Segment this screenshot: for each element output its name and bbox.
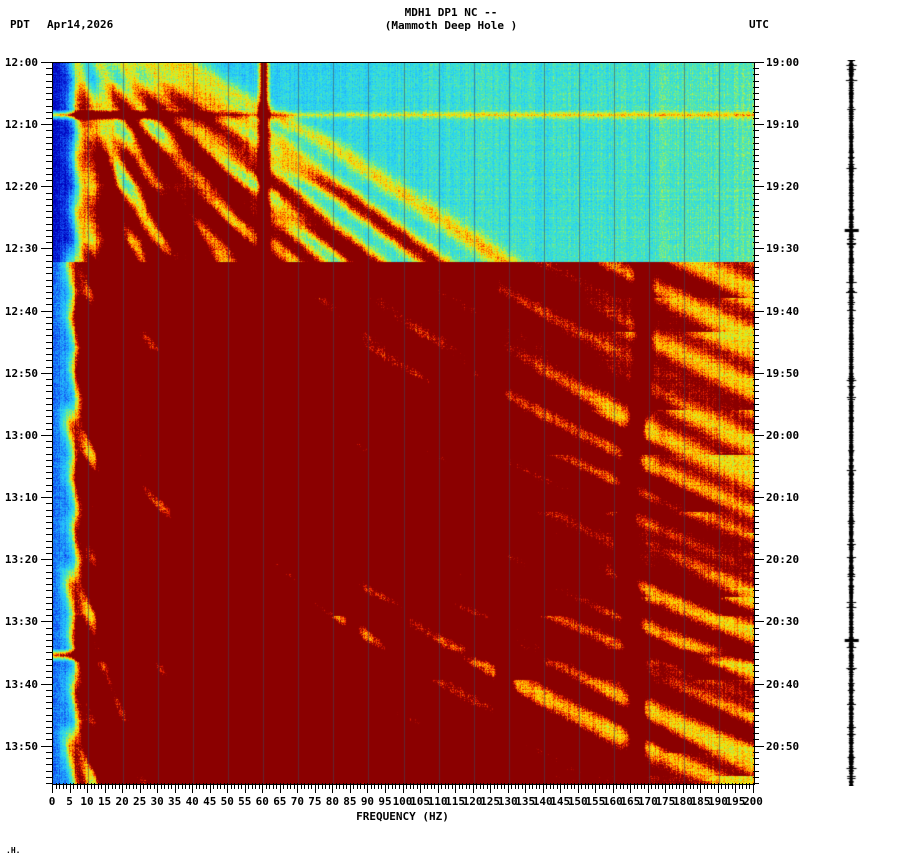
frequency-tick-label: 105 [410,795,430,808]
frequency-tick-label: 95 [378,795,392,808]
frequency-tick-label: 10 [80,795,94,808]
frequency-tick-label: 135 [515,795,536,808]
axis-tick [41,311,52,312]
frequency-tick-label: 110 [427,795,448,808]
time-tick-label-utc: 20:10 [766,491,800,504]
header-timezone-right: UTC [749,18,769,31]
frequency-tick-label: 85 [343,795,357,808]
time-tick-label-utc: 19:00 [766,56,800,69]
frequency-tick-label: 50 [220,795,234,808]
time-tick-label-utc: 19:10 [766,118,800,131]
axis-tick [41,559,52,560]
time-tick-label-pdt: 13:10 [4,491,38,504]
time-tick-label-pdt: 12:30 [4,242,38,255]
frequency-tick-label: 5 [66,795,73,808]
frequency-tick-label: 170 [637,795,658,808]
frequency-tick-label: 60 [255,795,269,808]
time-tick-label-utc: 20:30 [766,615,800,628]
frequency-tick-label: 155 [585,795,606,808]
axis-tick [41,248,52,249]
axis-tick [41,435,52,436]
seismogram-trace [840,60,866,786]
axis-tick [41,62,52,63]
header-timezone-left: PDT [10,18,30,31]
axis-tick [41,124,52,125]
frequency-tick-label: 165 [620,795,641,808]
frequency-tick-label: 145 [550,795,571,808]
frequency-tick-label: 15 [97,795,112,808]
frequency-tick-label: 175 [655,795,676,808]
frequency-tick-label: 35 [168,795,182,808]
frequency-tick-label: 100 [392,795,413,808]
frequency-tick-label: 190 [708,795,728,808]
time-tick-label-utc: 20:50 [766,740,800,753]
frequency-axis-title: FREQUENCY (HZ) [356,810,449,823]
frequency-tick-label: 30 [150,795,164,808]
time-tick-label-pdt: 13:30 [4,615,38,628]
time-tick-label-utc: 20:00 [766,429,800,442]
frequency-tick-label: 80 [325,795,340,808]
frequency-tick-label: 25 [133,795,147,808]
time-tick-label-utc: 19:20 [766,180,800,193]
time-tick-label-pdt: 13:00 [4,429,38,442]
frequency-tick-label: 160 [602,795,623,808]
axis-tick [41,746,52,747]
frequency-tick-label: 115 [445,795,465,808]
frequency-tick-label: 150 [567,795,588,808]
time-tick-label-pdt: 12:40 [4,305,38,318]
frequency-tick-label: 120 [462,795,483,808]
axis-tick [41,373,52,374]
frequency-tick-label: 20 [115,795,129,808]
time-tick-label-pdt: 12:20 [4,180,38,193]
axis-tick [41,497,52,498]
time-tick-label-utc: 20:40 [766,678,800,691]
frequency-tick-label: 75 [308,795,322,808]
frequency-tick-label: 180 [672,795,693,808]
seismogram-trace-panel [840,60,866,786]
axis-tick [41,621,52,622]
frequency-tick-label: 90 [360,795,375,808]
time-tick-label-pdt: 13:20 [4,553,38,566]
spectrogram-plot[interactable] [52,62,755,785]
spectrogram-image [53,63,754,784]
time-tick-label-utc: 19:40 [766,305,800,318]
frequency-tick-label: 125 [480,795,501,808]
frequency-tick-label: 185 [690,795,711,808]
time-tick-label-utc: 19:30 [766,242,800,255]
frequency-tick-label: 200 [743,795,763,808]
time-tick-label-utc: 19:50 [766,367,800,380]
frequency-tick-label: 0 [48,795,56,808]
axis-tick [41,684,52,685]
station-title-line1: MDH1 DP1 NC -- [404,6,498,19]
frequency-tick-label: 130 [497,795,518,808]
time-tick-label-utc: 20:20 [766,553,800,566]
time-tick-label-pdt: 13:40 [4,678,38,691]
header-date: Apr14,2026 [47,18,114,31]
frequency-tick-label: 55 [238,795,252,808]
frequency-tick-label: 40 [185,795,199,808]
time-tick-label-pdt: 12:10 [4,118,38,131]
time-tick-label-pdt: 13:50 [4,740,38,753]
frequency-tick-label: 65 [273,795,287,808]
frequency-tick-label: 70 [290,795,304,808]
axis-tick [41,186,52,187]
frequency-tick-label: 140 [532,795,553,808]
station-name-line2: (Mammoth Deep Hole ) [384,19,518,32]
frequency-tick-label: 45 [203,795,217,808]
time-tick-label-pdt: 12:00 [4,56,38,69]
time-tick-label-pdt: 12:50 [4,367,38,380]
frequency-tick-label: 195 [725,795,746,808]
corner-mark: .H. [6,846,21,855]
